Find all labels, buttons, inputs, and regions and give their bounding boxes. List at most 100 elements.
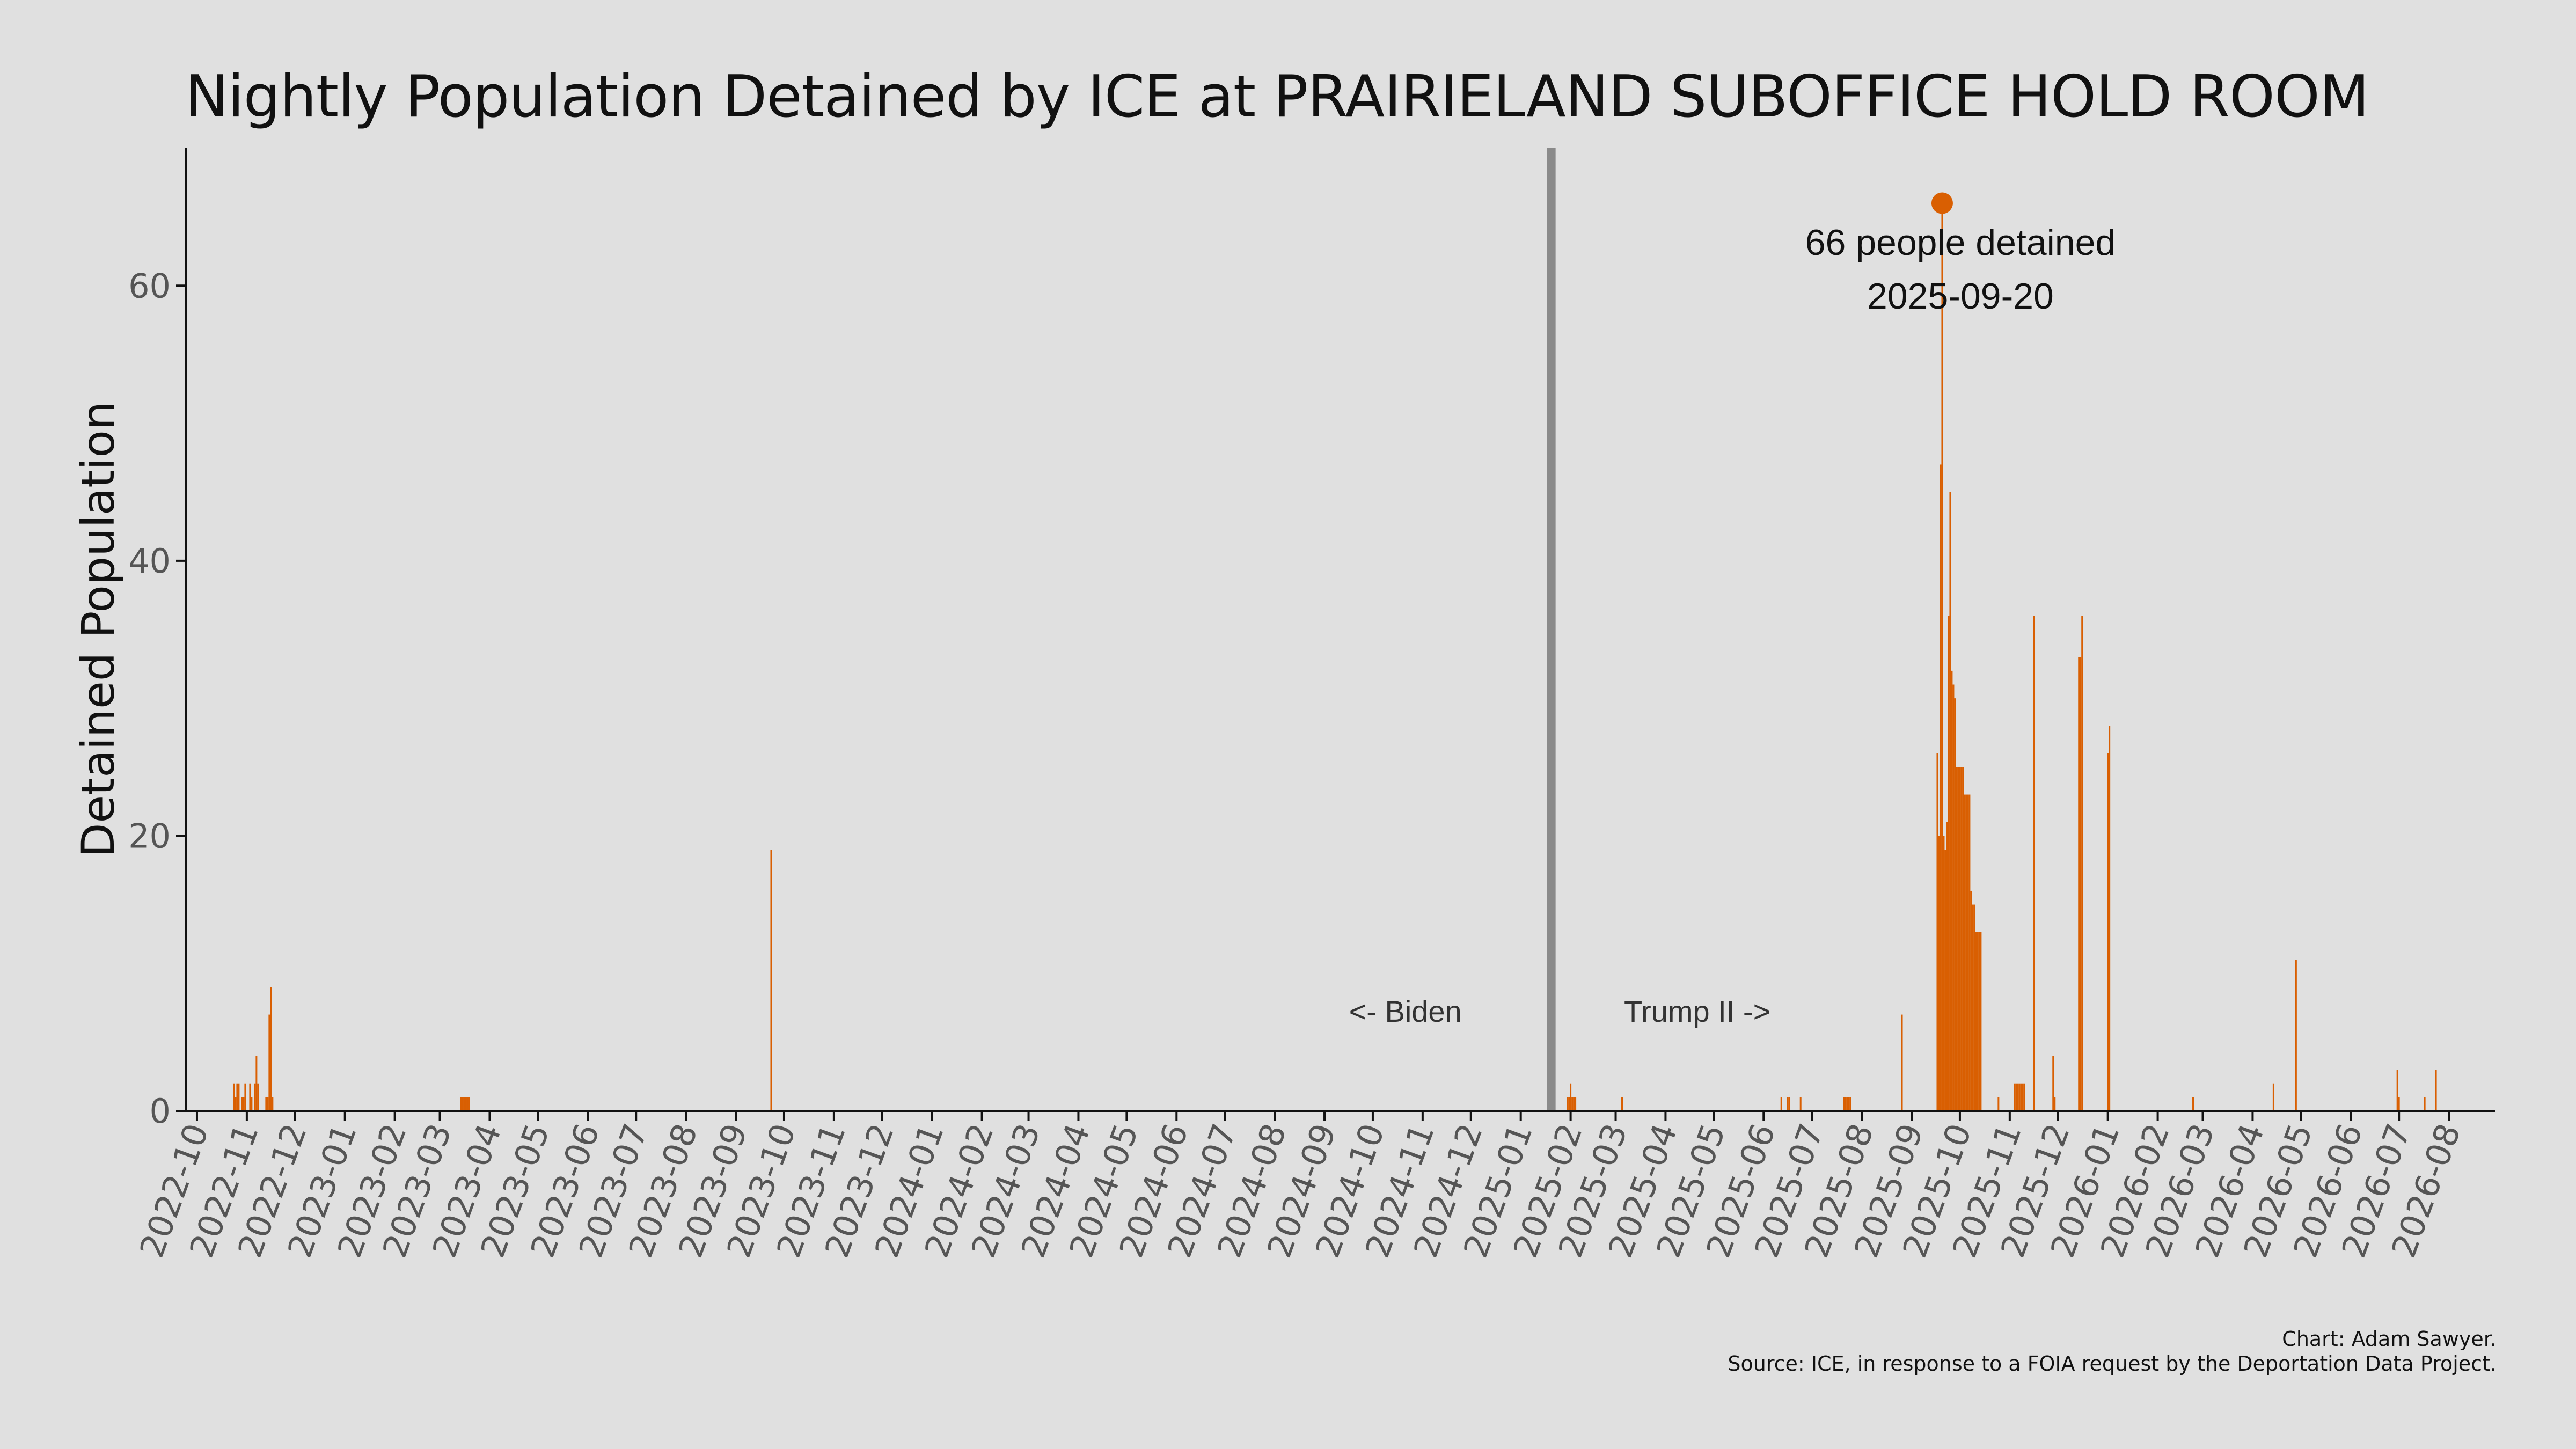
bar xyxy=(1943,836,1945,1111)
bar xyxy=(1967,794,1969,1111)
bar xyxy=(1949,492,1951,1111)
bar xyxy=(2015,1083,2017,1111)
bar xyxy=(1570,1083,1572,1111)
bar xyxy=(1787,1097,1789,1111)
bar xyxy=(1980,932,1982,1111)
bar xyxy=(463,1097,465,1111)
y-tick-label: 40 xyxy=(128,541,171,581)
bar xyxy=(1780,1097,1782,1111)
y-tick-label: 0 xyxy=(150,1092,171,1131)
bar xyxy=(1948,616,1950,1111)
bar xyxy=(462,1097,464,1111)
bar xyxy=(1975,932,1977,1111)
bar xyxy=(770,850,772,1111)
bar xyxy=(1964,794,1966,1111)
bar xyxy=(1941,203,1943,1111)
biden-era-label: <- Biden xyxy=(1349,994,1462,1028)
bar xyxy=(1944,850,1946,1111)
credit-author: Chart: Adam Sawyer. xyxy=(2282,1327,2497,1351)
bar xyxy=(1938,836,1940,1111)
bar xyxy=(1956,767,1958,1111)
bar xyxy=(1977,932,1979,1111)
bar xyxy=(270,987,272,1111)
bar xyxy=(460,1097,462,1111)
bar xyxy=(2081,616,2083,1111)
bar xyxy=(2435,1070,2437,1111)
bar xyxy=(244,1083,246,1111)
bar xyxy=(1568,1097,1570,1111)
bar xyxy=(235,1097,237,1111)
chart-credit: Chart: Adam Sawyer. Source: ICE, in resp… xyxy=(1728,1327,2497,1376)
bar xyxy=(2424,1097,2426,1111)
bar xyxy=(1575,1097,1577,1111)
y-tick-label: 20 xyxy=(128,816,171,855)
bar xyxy=(2023,1083,2025,1111)
peak-annotation-date: 2025-09-20 xyxy=(1867,276,2054,317)
bar xyxy=(1845,1097,1847,1111)
bar xyxy=(1952,684,1955,1111)
bar xyxy=(1957,767,1959,1111)
bar xyxy=(468,1097,470,1111)
bar xyxy=(2080,657,2082,1111)
bar xyxy=(249,1083,251,1111)
bar xyxy=(1954,698,1956,1111)
bar xyxy=(236,1083,238,1111)
bar xyxy=(1621,1097,1623,1111)
bar xyxy=(1997,1097,2000,1111)
bar xyxy=(2396,1070,2398,1111)
y-ticks-layer: 0 20 40 60 xyxy=(128,266,186,1131)
bar xyxy=(1972,904,1974,1111)
bar xyxy=(1936,753,1938,1111)
bar xyxy=(1959,767,1961,1111)
bar xyxy=(1901,1014,1903,1111)
bar xyxy=(1973,904,1975,1111)
bar xyxy=(1843,1097,1845,1111)
y-axis-label: Detained Population xyxy=(72,401,125,858)
bar xyxy=(2078,657,2080,1111)
bars-layer xyxy=(233,203,2437,1111)
bar xyxy=(267,1097,269,1111)
bar xyxy=(1849,1097,1851,1111)
bar xyxy=(1968,794,1971,1111)
bar xyxy=(268,1014,270,1111)
bar xyxy=(2107,753,2109,1111)
bar xyxy=(2192,1097,2194,1111)
bar xyxy=(1946,822,1948,1111)
bar xyxy=(255,1056,258,1111)
bar xyxy=(2295,960,2297,1111)
bar xyxy=(257,1083,259,1111)
bar xyxy=(465,1097,467,1111)
bar xyxy=(2272,1083,2274,1111)
bar xyxy=(1951,670,1953,1111)
bar xyxy=(251,1097,253,1111)
bar xyxy=(1571,1097,1574,1111)
bar xyxy=(1788,1097,1790,1111)
bar xyxy=(2020,1083,2022,1111)
bar xyxy=(1960,767,1963,1111)
bar xyxy=(254,1083,256,1111)
bar xyxy=(1848,1097,1850,1111)
bar xyxy=(2018,1083,2021,1111)
bar xyxy=(2054,1097,2056,1111)
bar xyxy=(272,1097,274,1111)
peak-annotation-count: 66 people detained xyxy=(1805,222,2116,263)
trump-era-label: Trump II -> xyxy=(1624,994,1770,1028)
bar xyxy=(265,1097,267,1111)
bar xyxy=(2033,616,2035,1111)
bar xyxy=(1940,464,1942,1111)
bar xyxy=(2022,1083,2024,1111)
bar xyxy=(1962,767,1964,1111)
bar xyxy=(238,1083,240,1111)
chart-title: Nightly Population Detained by ICE at PR… xyxy=(185,63,2369,130)
bar xyxy=(1846,1097,1848,1111)
bar xyxy=(1573,1097,1575,1111)
bar xyxy=(233,1083,235,1111)
bar xyxy=(243,1097,245,1111)
bar xyxy=(1970,890,1972,1111)
x-ticks-layer: 2022-102022-112022-122023-012023-022023-… xyxy=(132,1111,2468,1263)
bar xyxy=(2014,1083,2016,1111)
bar xyxy=(1965,794,1967,1111)
bar xyxy=(2052,1056,2054,1111)
bar xyxy=(2017,1083,2019,1111)
